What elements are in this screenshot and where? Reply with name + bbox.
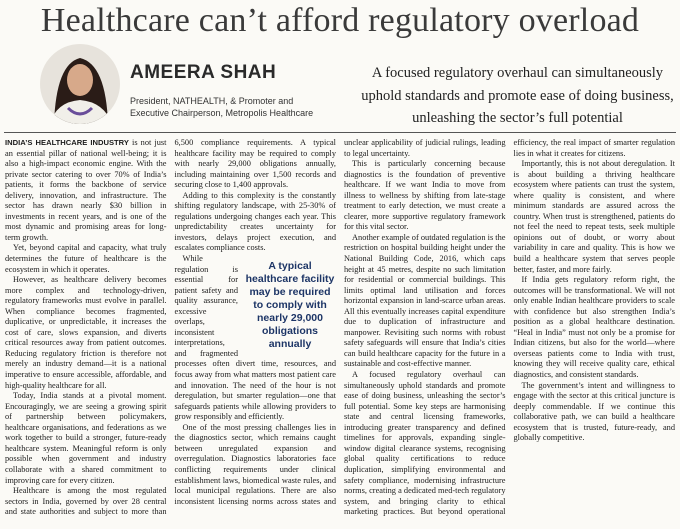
paragraph: Adding to this complexity is the constan… <box>175 191 337 254</box>
divider <box>4 132 676 133</box>
paragraph: INDIA’S HEALTHCARE INDUSTRY is not just … <box>5 138 167 243</box>
paragraph: Today, India stands at a pivotal moment.… <box>5 391 167 486</box>
paragraph: Yet, beyond capital and capacity, what t… <box>5 243 167 275</box>
paragraph: However, as healthcare delivery becomes … <box>5 275 167 391</box>
paragraph-text: However, as healthcare delivery becomes … <box>5 275 167 390</box>
paragraph-text: If India gets regulatory reform right, t… <box>513 275 676 380</box>
paragraph: A typical healthcare facility may be req… <box>175 254 337 423</box>
paragraph-text: Today, India stands at a pivotal moment.… <box>5 391 167 485</box>
headline: Healthcare can’t afford regulatory overl… <box>40 2 640 39</box>
lead-in: INDIA’S HEALTHCARE INDUSTRY <box>5 138 129 147</box>
paragraph-text: While regulation is essential for patien… <box>174 254 337 422</box>
paragraph-text: Another example of outdated regulation i… <box>344 232 506 369</box>
paragraph: The government’s intent and willingness … <box>514 381 676 444</box>
author-photo <box>40 44 120 124</box>
paragraph-text: This is particularly concerning because … <box>344 159 506 232</box>
paragraph-text: Adding to this complexity is the constan… <box>174 190 337 253</box>
paragraph-text: One of the most pressing challenges lies… <box>174 138 506 506</box>
paragraph-text: Yet, beyond capital and capacity, what t… <box>5 243 167 274</box>
paragraph-text: The government’s intent and willingness … <box>513 380 676 443</box>
paragraph-text: A focused regulatory overhaul can simult… <box>344 138 675 517</box>
author-designation: President, NATHEALTH, & Promoter and Exe… <box>130 96 314 118</box>
paragraph: One of the most pressing challenges lies… <box>175 138 506 528</box>
article-body: INDIA’S HEALTHCARE INDUSTRY is not just … <box>5 138 675 528</box>
paragraph-text: is not just an essential pillar of natio… <box>5 138 167 242</box>
pull-quote: A typical healthcare facility may be req… <box>245 260 335 351</box>
standfirst: A focused regulatory overhaul can simult… <box>361 65 674 126</box>
paragraph: This is particularly concerning because … <box>344 159 506 233</box>
paragraph: If India gets regulatory reform right, t… <box>514 275 676 380</box>
paragraph: Importantly, this is not about deregulat… <box>514 159 676 275</box>
author-name: AMEERA SHAH <box>130 62 277 83</box>
paragraph-text: Importantly, this is not about deregulat… <box>513 159 676 274</box>
paragraph: A focused regulatory overhaul can simult… <box>344 138 675 528</box>
paragraph: Healthcare is among the most regulated s… <box>5 138 336 528</box>
paragraph: Another example of outdated regulation i… <box>344 233 506 370</box>
paragraph-text: Healthcare is among the most regulated s… <box>5 138 336 517</box>
